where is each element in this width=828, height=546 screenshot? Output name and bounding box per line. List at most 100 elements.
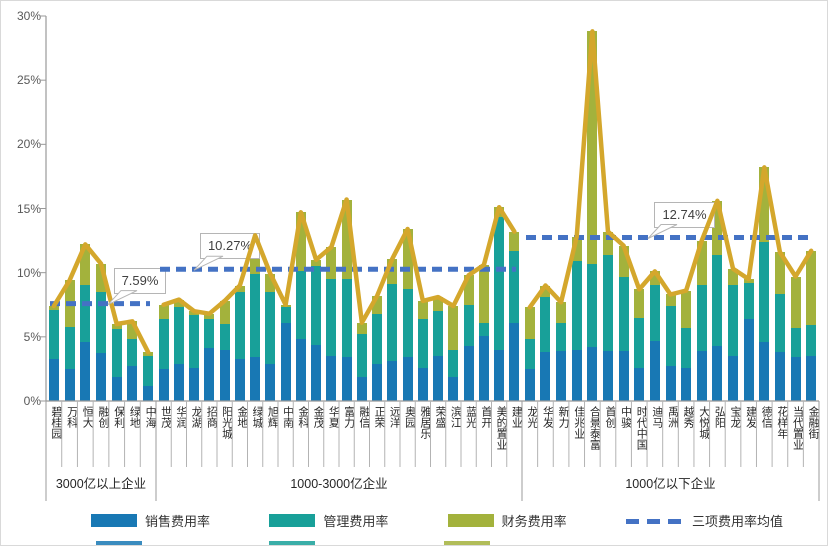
company-label-保利: 保利: [112, 406, 125, 428]
bar-segment-finance: [448, 306, 459, 350]
legend-swatch-average: [625, 519, 684, 524]
company-label-建发: 建发: [744, 406, 757, 428]
company-label-金融街: 金融街: [807, 406, 820, 439]
bar-绿地: [127, 321, 138, 401]
bar-segment-admin: [743, 282, 754, 319]
bar-segment-admin: [234, 291, 245, 359]
bar-segment-finance: [712, 200, 723, 255]
bar-segment-sales: [571, 349, 582, 401]
bar-segment-finance: [478, 264, 489, 323]
bar-segment-sales: [189, 367, 200, 401]
y-axis-tick-label: 5%: [23, 329, 41, 344]
bar-segment-finance: [80, 244, 91, 286]
company-label-德信: 德信: [760, 406, 773, 428]
bar-segment-admin: [372, 313, 383, 364]
company-label-合景泰富: 合景泰富: [588, 406, 601, 450]
average-callout-2: 12.74%: [654, 201, 715, 228]
bar-segment-sales: [509, 322, 520, 401]
bar-segment-finance: [417, 300, 428, 319]
bar-segment-admin: [64, 326, 75, 369]
legend-label-sales: 销售费用率: [145, 514, 211, 529]
bar-宝龙: [728, 268, 739, 401]
legend-swatch-sales: [91, 514, 137, 527]
bar-segment-sales: [127, 366, 138, 401]
company-label-华发: 华发: [541, 406, 554, 428]
bar-segment-sales: [387, 361, 398, 401]
company-label-招商: 招商: [205, 406, 218, 428]
bar-新力: [556, 302, 567, 401]
bar-segment-finance: [311, 259, 322, 267]
company-label-碧桂园: 碧桂园: [49, 406, 62, 439]
legend-item-sales: 销售费用率: [91, 511, 210, 530]
bar-segment-finance: [372, 295, 383, 314]
bar-华发: [540, 285, 551, 401]
bar-segment-admin: [602, 254, 613, 351]
company-label-花样年: 花样年: [775, 406, 788, 439]
company-label-迪马: 迪马: [650, 406, 663, 428]
bar-segment-sales: [494, 349, 505, 401]
bar-segment-finance: [509, 231, 520, 251]
bar-segment-finance: [204, 313, 215, 319]
bar-segment-sales: [728, 356, 739, 401]
bar-segment-admin: [143, 356, 154, 386]
bar-segment-sales: [433, 356, 444, 401]
company-label-建业: 建业: [510, 406, 523, 428]
legend-label-finance: 财务费用率: [501, 514, 567, 529]
company-label-旭辉: 旭辉: [266, 406, 279, 428]
legend-label-average: 三项费用率均值: [691, 514, 783, 529]
bar-segment-admin: [571, 261, 582, 350]
company-label-龙湖: 龙湖: [190, 406, 203, 428]
company-label-宝龙: 宝龙: [729, 406, 742, 428]
company-label-绿城: 绿城: [251, 406, 264, 428]
bar-segment-sales: [402, 357, 413, 401]
company-label-绿地: 绿地: [128, 406, 141, 428]
group-label-0: 3000亿以上企业: [55, 477, 147, 491]
bar-segment-finance: [728, 268, 739, 286]
average-callout-0: 7.59%: [114, 267, 166, 294]
bar-segment-admin: [48, 309, 59, 359]
bar-segment-sales: [311, 344, 322, 401]
bar-segment-finance: [790, 276, 801, 328]
bar-segment-admin: [158, 318, 169, 369]
bar-首开: [478, 264, 489, 401]
bar-segment-sales: [265, 363, 276, 401]
company-label-中南: 中南: [281, 406, 294, 428]
bar-花样年: [774, 252, 785, 401]
legend-item-average: 三项费用率均值: [625, 511, 783, 530]
company-label-雅居乐: 雅居乐: [418, 406, 431, 439]
bar-segment-finance: [571, 236, 582, 262]
bar-segment-admin: [96, 291, 106, 354]
bar-金茂: [311, 259, 322, 401]
bar-segment-admin: [806, 325, 817, 357]
bar-segment-sales: [478, 335, 489, 401]
y-axis-tick-label: 10%: [16, 265, 41, 280]
bar-segment-sales: [556, 350, 567, 401]
company-label-金地: 金地: [235, 406, 248, 428]
bar-segment-admin: [448, 349, 459, 377]
bar-segment-admin: [712, 254, 723, 346]
bar-segment-sales: [774, 352, 785, 401]
company-label-蓝光: 蓝光: [464, 406, 477, 428]
bar-segment-admin: [759, 241, 770, 342]
bar-segment-admin: [80, 285, 91, 342]
company-label-荣盛: 荣盛: [434, 406, 447, 428]
company-label-富力: 富力: [342, 406, 355, 428]
bar-segment-sales: [64, 368, 75, 401]
bar-segment-sales: [356, 376, 367, 401]
cropped-legend-swatch-finance: [444, 541, 490, 545]
company-label-当代置业: 当代置业: [791, 406, 804, 450]
bar-segment-admin: [634, 317, 645, 368]
bar-segment-sales: [417, 367, 428, 401]
bar-segment-admin: [618, 276, 629, 351]
bar-segment-finance: [127, 321, 138, 340]
bar-segment-sales: [295, 339, 306, 401]
bar-segment-finance: [806, 250, 817, 326]
company-label-金科: 金科: [296, 406, 309, 428]
bar-segment-finance: [696, 240, 707, 286]
company-label-万科: 万科: [65, 406, 78, 428]
bar-阳光城: [219, 300, 230, 401]
company-label-融信: 融信: [357, 406, 370, 428]
bar-segment-finance: [295, 212, 306, 272]
bar-segment-admin: [540, 297, 551, 353]
